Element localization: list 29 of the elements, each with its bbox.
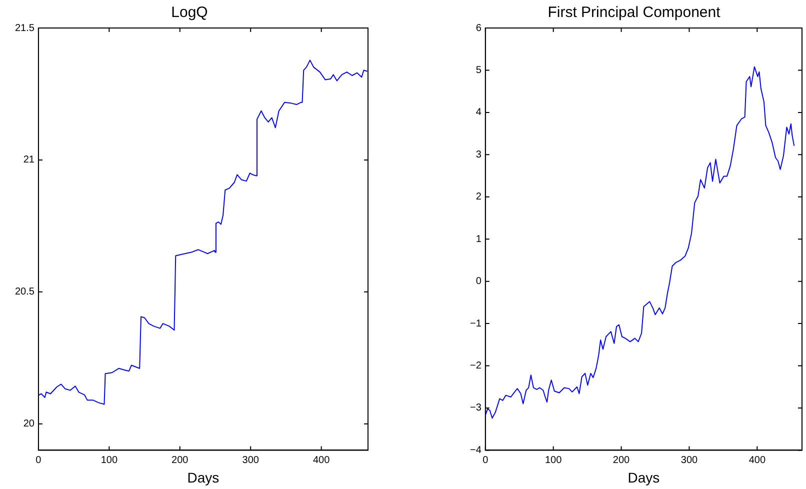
chart-title: LogQ [171, 4, 208, 22]
y-tick-label: 0 [476, 276, 482, 288]
x-axis-title: Days [187, 469, 220, 486]
x-tick-label: 0 [482, 454, 489, 466]
y-tick-label: 4 [476, 107, 482, 118]
x-tick-label: 200 [612, 454, 630, 466]
y-tick-label: 21 [23, 154, 35, 166]
y-tick-label: 3 [476, 149, 482, 160]
x-tick-label: 100 [544, 454, 562, 466]
x-tick-label: 400 [312, 454, 330, 466]
y-tick-label: 21.5 [14, 22, 35, 34]
x-tick-label: 0 [36, 454, 42, 466]
x-tick-label: 100 [100, 454, 118, 466]
chart-title: First Principal Component [548, 4, 722, 22]
y-tick-label: 20 [23, 418, 35, 430]
y-tick-label: −2 [470, 360, 482, 372]
x-tick-label: 300 [680, 454, 698, 466]
y-tick-label: −3 [470, 402, 482, 414]
y-tick-label: 5 [476, 64, 482, 76]
x-tick-label: 200 [172, 454, 189, 466]
y-tick-label: 2 [476, 192, 482, 203]
x-axis-title: Days [628, 469, 660, 486]
y-tick-label: 6 [476, 22, 482, 34]
y-tick-label: −4 [470, 444, 482, 456]
y-tick-label: −1 [470, 318, 482, 330]
x-tick-label: 400 [748, 454, 766, 466]
x-tick-label: 300 [242, 454, 260, 466]
y-tick-label: 20.5 [14, 286, 35, 298]
y-tick-label: 1 [476, 234, 482, 245]
